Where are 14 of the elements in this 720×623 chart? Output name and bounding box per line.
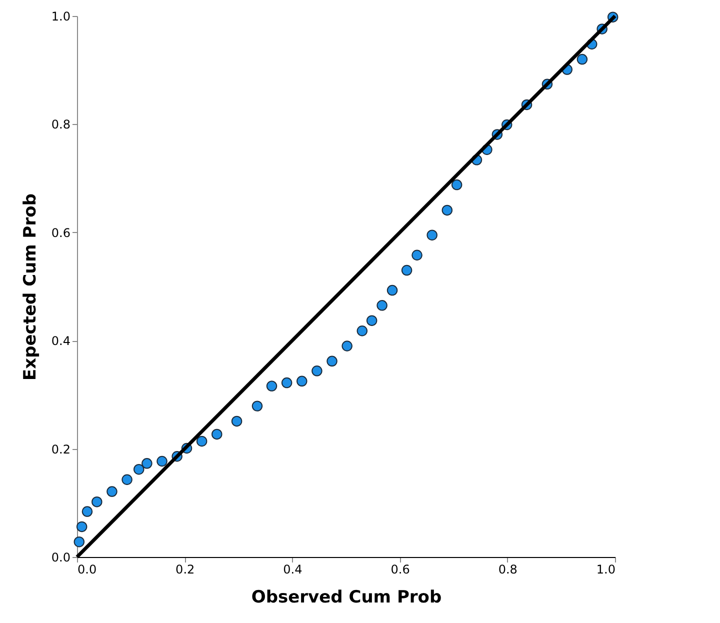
y-tick-label: 0.2 [51, 442, 70, 456]
x-tick-label: 0.8 [498, 562, 518, 576]
x-tick-label: 0.4 [283, 562, 302, 576]
y-tick-label: 0.4 [51, 334, 70, 348]
y-axis-title: Expected Cum Prob [20, 194, 40, 380]
y-tick-label: 0.8 [51, 118, 70, 132]
x-tick-label: 1.0 [596, 562, 616, 576]
y-tick-label: 0.6 [51, 226, 70, 240]
y-tick-label: 0.0 [51, 550, 70, 564]
y-tick-label: 1.0 [51, 10, 70, 24]
x-axis-title: Observed Cum Prob [251, 588, 442, 608]
x-tick-label: 0.0 [78, 562, 97, 576]
x-tick-label: 0.6 [390, 562, 410, 576]
x-tick-label: 0.2 [176, 562, 195, 576]
